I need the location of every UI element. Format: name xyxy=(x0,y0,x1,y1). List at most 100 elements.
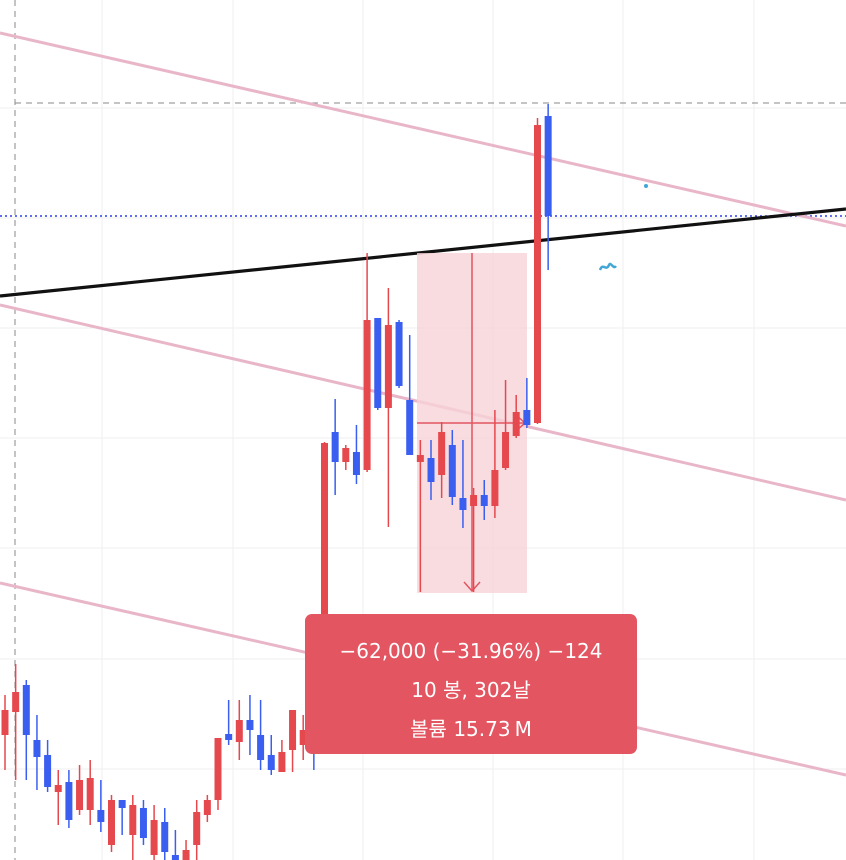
candle[interactable] xyxy=(278,740,286,772)
candle[interactable] xyxy=(12,664,20,780)
candle-body xyxy=(246,720,254,730)
candle[interactable] xyxy=(395,320,403,388)
candle-body xyxy=(65,782,73,820)
candle-body xyxy=(427,458,435,482)
candle[interactable] xyxy=(406,335,414,455)
candle-body xyxy=(97,810,105,822)
candle[interactable] xyxy=(534,118,541,424)
candle-body xyxy=(54,785,62,792)
candle[interactable] xyxy=(44,740,52,792)
candle[interactable] xyxy=(97,780,105,832)
candle-body xyxy=(257,735,265,760)
support-line[interactable] xyxy=(0,207,846,298)
candle[interactable] xyxy=(321,442,328,640)
candle-body xyxy=(512,412,520,436)
candle-body xyxy=(182,850,190,860)
candle[interactable] xyxy=(182,840,190,860)
candle-body xyxy=(384,325,392,408)
candle[interactable] xyxy=(352,425,360,484)
candle[interactable] xyxy=(225,700,233,745)
candle[interactable] xyxy=(1,695,9,770)
candle-body xyxy=(342,448,350,462)
candle[interactable] xyxy=(374,318,382,410)
candle-body xyxy=(22,685,30,735)
measure-range[interactable] xyxy=(417,253,527,593)
candle[interactable] xyxy=(342,445,350,470)
candle-body xyxy=(44,755,52,787)
candle[interactable] xyxy=(289,710,297,772)
candle[interactable] xyxy=(139,800,147,845)
candle-body xyxy=(544,116,552,216)
candle[interactable] xyxy=(33,715,41,790)
candle-body xyxy=(278,752,286,772)
candle[interactable] xyxy=(235,700,243,760)
trendline-upper[interactable] xyxy=(0,31,846,228)
candle[interactable] xyxy=(502,380,510,470)
candle[interactable] xyxy=(299,715,307,760)
candle[interactable] xyxy=(267,735,275,775)
candle-body xyxy=(129,805,137,835)
candle[interactable] xyxy=(108,795,115,852)
candle[interactable] xyxy=(65,770,73,828)
candle[interactable] xyxy=(480,480,488,520)
candle[interactable] xyxy=(459,440,467,528)
candle-body xyxy=(203,800,211,815)
candle-body xyxy=(108,800,115,845)
candle-body xyxy=(480,495,488,506)
candle[interactable] xyxy=(76,765,84,815)
candle[interactable] xyxy=(246,695,254,755)
candle[interactable] xyxy=(523,378,531,428)
measure-price-change: −62,000 (−31.96%) −124 xyxy=(339,639,603,663)
candle-body xyxy=(534,125,541,423)
candle-body xyxy=(523,410,531,425)
candle[interactable] xyxy=(193,800,201,860)
candle-body xyxy=(395,322,403,386)
candle[interactable] xyxy=(129,795,137,860)
candle[interactable] xyxy=(118,800,126,835)
candle-body xyxy=(267,755,275,770)
candle-body xyxy=(139,808,147,838)
candle[interactable] xyxy=(203,795,211,822)
candle[interactable] xyxy=(150,805,158,860)
cursor-squiggle xyxy=(598,262,617,271)
candle-body xyxy=(321,443,328,620)
candle[interactable] xyxy=(384,288,392,527)
candle[interactable] xyxy=(257,700,265,770)
candle[interactable] xyxy=(512,395,520,438)
candle[interactable] xyxy=(331,399,339,495)
candle[interactable] xyxy=(544,104,552,270)
candle[interactable] xyxy=(470,488,478,592)
candle[interactable] xyxy=(171,830,179,860)
candle[interactable] xyxy=(22,680,30,780)
candle[interactable] xyxy=(427,440,435,500)
candle-body xyxy=(438,432,446,475)
candle-body xyxy=(33,740,41,757)
candle[interactable] xyxy=(448,430,456,505)
candle[interactable] xyxy=(363,253,371,472)
candle[interactable] xyxy=(491,410,499,518)
candle[interactable] xyxy=(416,440,424,592)
candle-body xyxy=(289,710,297,750)
candle-body xyxy=(299,730,307,745)
candle-body xyxy=(416,455,424,462)
candle[interactable] xyxy=(161,808,169,860)
candle-body xyxy=(331,432,339,462)
candle-body xyxy=(448,445,456,497)
candle-body xyxy=(1,710,9,735)
candles xyxy=(1,104,552,860)
candle-body xyxy=(161,822,169,852)
candle-body xyxy=(352,452,360,475)
candle-body xyxy=(86,778,94,810)
candle-body xyxy=(150,820,158,855)
candle-body xyxy=(502,432,510,468)
candle[interactable] xyxy=(54,770,62,825)
candle-body xyxy=(491,470,499,506)
measure-volume: 볼륨 15.73 M xyxy=(410,717,532,741)
candle-body xyxy=(225,734,233,740)
candle[interactable] xyxy=(438,422,446,498)
candle[interactable] xyxy=(214,738,222,810)
candle[interactable] xyxy=(86,760,94,825)
candle-body xyxy=(406,400,414,455)
